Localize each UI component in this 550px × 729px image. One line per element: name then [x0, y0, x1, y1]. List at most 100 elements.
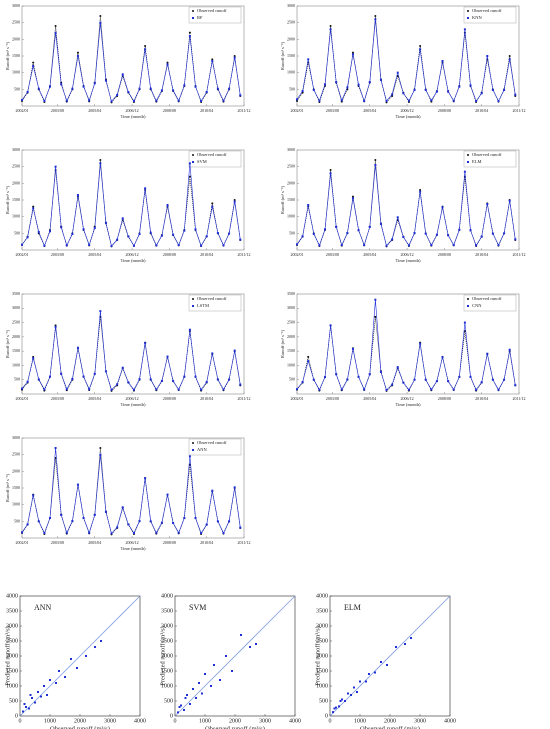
- data-point: [205, 381, 208, 383]
- y-tick-label: 3000: [12, 305, 20, 310]
- data-point: [110, 100, 113, 103]
- data-point: [144, 342, 147, 345]
- y-tick-label: 0: [325, 713, 328, 719]
- panel-label: SVM: [189, 603, 206, 612]
- data-point: [296, 243, 298, 246]
- data-point: [160, 89, 163, 92]
- data-point: [34, 701, 36, 704]
- data-point: [99, 21, 102, 24]
- legend-label: LSTM: [197, 303, 209, 308]
- data-point: [216, 520, 219, 523]
- data-point: [144, 477, 147, 480]
- data-point: [363, 100, 366, 102]
- plot-frame: [296, 293, 520, 395]
- data-point: [222, 244, 225, 247]
- series-line: [21, 311, 241, 391]
- data-point: [368, 373, 371, 376]
- x-tick-label: 2002/01: [15, 396, 28, 401]
- x-tick-label: 2002/01: [290, 252, 303, 257]
- data-point: [329, 25, 332, 27]
- data-point: [419, 48, 422, 51]
- data-point: [110, 245, 113, 247]
- data-point: [475, 100, 478, 102]
- x-tick-label: 2005/04: [88, 252, 101, 257]
- data-point: [138, 378, 141, 381]
- data-point: [463, 330, 466, 333]
- data-point: [160, 521, 163, 524]
- data-point: [60, 372, 63, 375]
- data-point: [205, 235, 208, 238]
- data-point: [503, 378, 506, 381]
- data-point: [357, 229, 360, 232]
- x-tick-label: 2008/08: [163, 108, 176, 113]
- data-point: [48, 517, 51, 519]
- data-point: [407, 244, 410, 247]
- data-point: [374, 298, 377, 301]
- data-point: [233, 56, 236, 59]
- data-point: [65, 244, 68, 247]
- y-tick-label: 2500: [12, 164, 20, 169]
- y-tick-label: 1000: [161, 683, 173, 689]
- data-point: [127, 235, 130, 238]
- y-tick-label: 2500: [12, 452, 20, 457]
- y-tick-label: 1000: [12, 70, 20, 75]
- data-point: [480, 235, 483, 238]
- data-point: [104, 511, 107, 513]
- data-point: [228, 87, 231, 90]
- y-tick-label: 500: [289, 377, 295, 382]
- data-point: [402, 236, 405, 238]
- data-point: [32, 207, 35, 210]
- data-point: [172, 89, 175, 92]
- y-tick-label: 3500: [12, 291, 20, 296]
- data-point: [404, 643, 406, 645]
- data-point: [183, 517, 186, 519]
- data-point: [26, 380, 29, 383]
- data-point: [211, 202, 214, 205]
- data-point: [407, 99, 410, 102]
- data-point: [323, 376, 326, 379]
- x-tick-label: 2010/04: [200, 108, 213, 113]
- data-point: [231, 670, 233, 672]
- y-tick-label: 1000: [6, 683, 18, 689]
- data-point: [121, 217, 124, 220]
- data-point: [318, 388, 321, 391]
- data-point: [104, 79, 107, 82]
- data-point: [216, 378, 219, 381]
- panel-label: ELM: [344, 603, 361, 612]
- data-point: [29, 694, 32, 696]
- data-point: [497, 100, 500, 102]
- data-point: [216, 232, 219, 234]
- data-point: [335, 373, 338, 376]
- data-point: [219, 679, 221, 681]
- data-point: [296, 388, 298, 391]
- data-point: [71, 87, 74, 90]
- data-point: [188, 31, 191, 34]
- legend-marker: [192, 298, 194, 300]
- y-axis-label: Runoff (m³ s⁻¹): [280, 41, 285, 70]
- y-tick-label: 2000: [161, 653, 173, 659]
- data-point: [149, 520, 152, 523]
- legend-label: SVM: [197, 159, 207, 164]
- data-point: [469, 375, 472, 378]
- x-tick-label: 3000: [414, 718, 426, 724]
- data-point: [363, 388, 366, 391]
- data-point: [54, 31, 57, 34]
- y-axis-label: Runoff (m³ s⁻¹): [280, 329, 285, 358]
- x-tick-label: 1000: [199, 718, 211, 724]
- data-point: [99, 453, 102, 456]
- data-point: [463, 28, 466, 31]
- y-tick-label: 2000: [12, 334, 20, 339]
- data-point: [213, 664, 215, 666]
- x-tick-label: 2008/08: [163, 252, 176, 257]
- data-point: [374, 18, 377, 21]
- data-point: [346, 86, 349, 89]
- data-point: [441, 356, 444, 359]
- data-point: [138, 87, 141, 90]
- data-point: [195, 697, 197, 699]
- data-point: [255, 643, 257, 645]
- data-point: [177, 531, 180, 534]
- x-tick-label: 2011/12: [513, 396, 526, 401]
- x-tick-label: 2008/08: [438, 396, 451, 401]
- y-tick-label: 2000: [6, 653, 18, 659]
